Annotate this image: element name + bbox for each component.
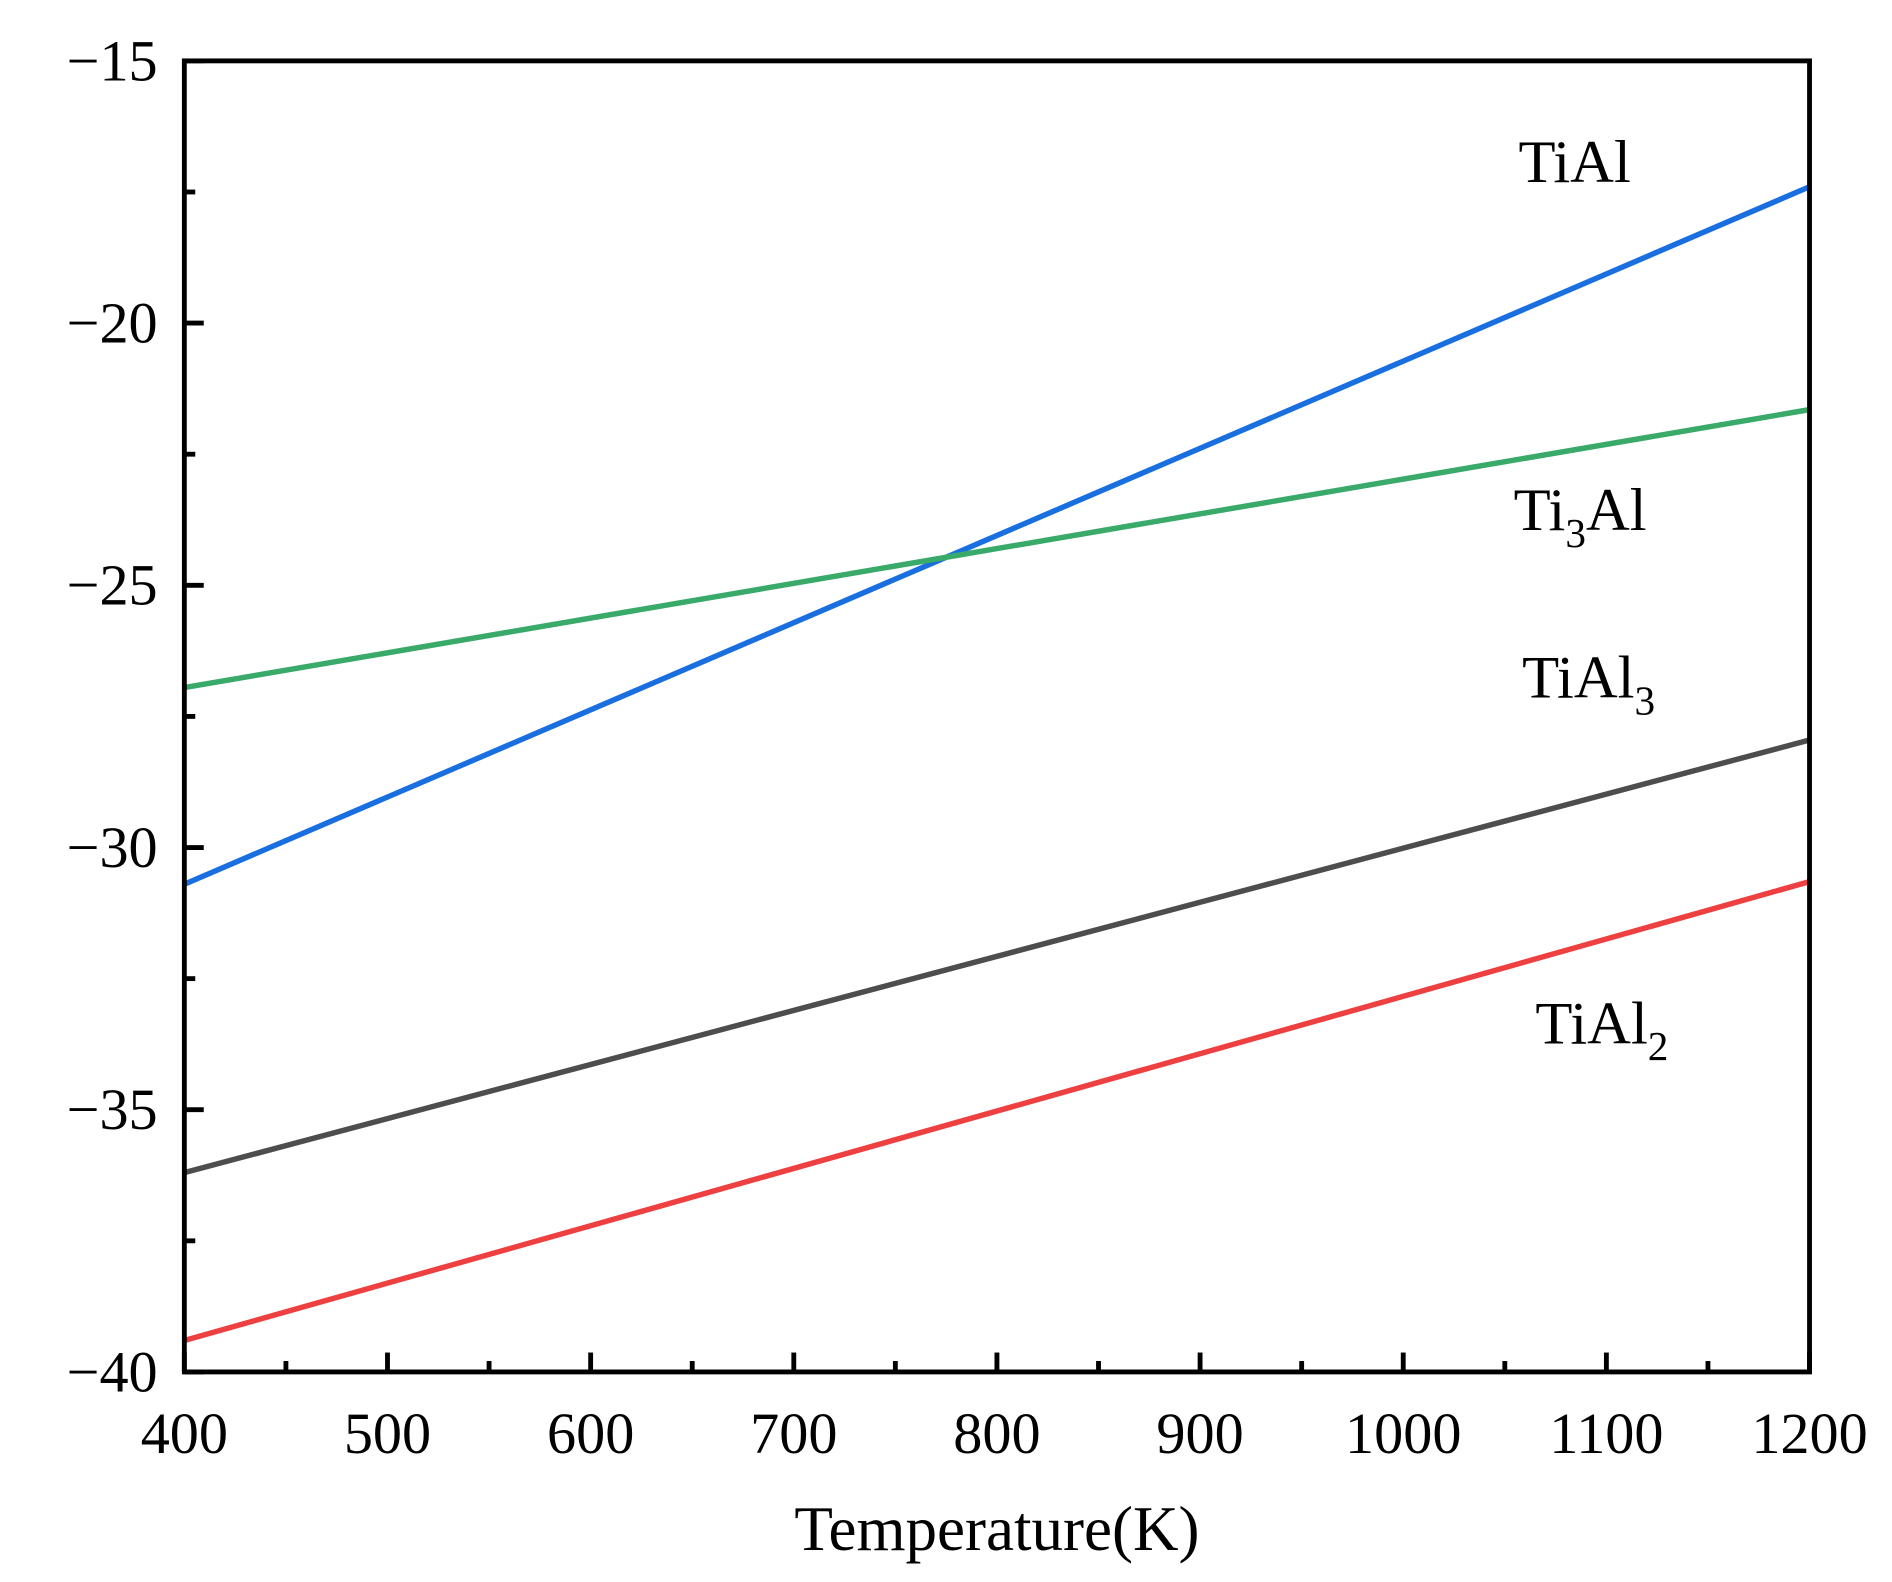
plot-frame	[181, 58, 1812, 1375]
y-tick-label: −20	[67, 290, 158, 355]
x-tick-labels: 400 500 600 700 800 900 1000 1100 1200	[141, 1401, 1868, 1466]
series-label-subscript: 3	[1634, 678, 1655, 724]
x-tick-label: 800	[953, 1401, 1040, 1466]
x-axis-title: Temperature(K)	[794, 1494, 1199, 1564]
series-label-main: Ti	[1514, 477, 1566, 544]
x-tick-label: 900	[1156, 1401, 1243, 1466]
series-label-ti3al: Ti3Al	[1514, 477, 1647, 556]
series-label-main: TiAl	[1518, 129, 1630, 196]
series-line-tial3	[183, 737, 1811, 1176]
x-tick-label: 1200	[1751, 1401, 1867, 1466]
x-tick-label: 1000	[1345, 1401, 1461, 1466]
x-tick-label: 1100	[1549, 1401, 1663, 1466]
y-tick-label: −30	[67, 815, 158, 880]
x-tick-label: 700	[750, 1401, 837, 1466]
series-label-subscript: 2	[1648, 1023, 1669, 1069]
series-label-main: TiAl	[1535, 990, 1647, 1057]
series-line-tial	[183, 184, 1811, 887]
series-line-ti3al	[183, 406, 1810, 691]
y-tick-label: −25	[67, 553, 158, 618]
x-tick-label: 400	[141, 1401, 228, 1466]
series-label-main: TiAl	[1522, 645, 1634, 712]
y-tick-label: −40	[67, 1339, 158, 1404]
x-tick-label: 500	[344, 1401, 431, 1466]
series-lines	[183, 184, 1811, 1344]
y-tick-labels: −15 −20 −25 −30 −35 −40	[67, 28, 158, 1404]
series-label-subscript: 3	[1565, 510, 1586, 556]
series-label-tail: Al	[1586, 477, 1647, 544]
axis-ticks	[181, 58, 1812, 1375]
y-tick-label: −15	[67, 28, 158, 93]
series-line-tial2	[183, 878, 1811, 1344]
series-label-tial3: TiAl3	[1522, 645, 1655, 724]
series-label-tial2: TiAl2	[1535, 990, 1668, 1069]
x-tick-label: 600	[547, 1401, 634, 1466]
y-tick-label: −35	[67, 1077, 158, 1142]
series-label-tial: TiAl	[1518, 129, 1630, 196]
